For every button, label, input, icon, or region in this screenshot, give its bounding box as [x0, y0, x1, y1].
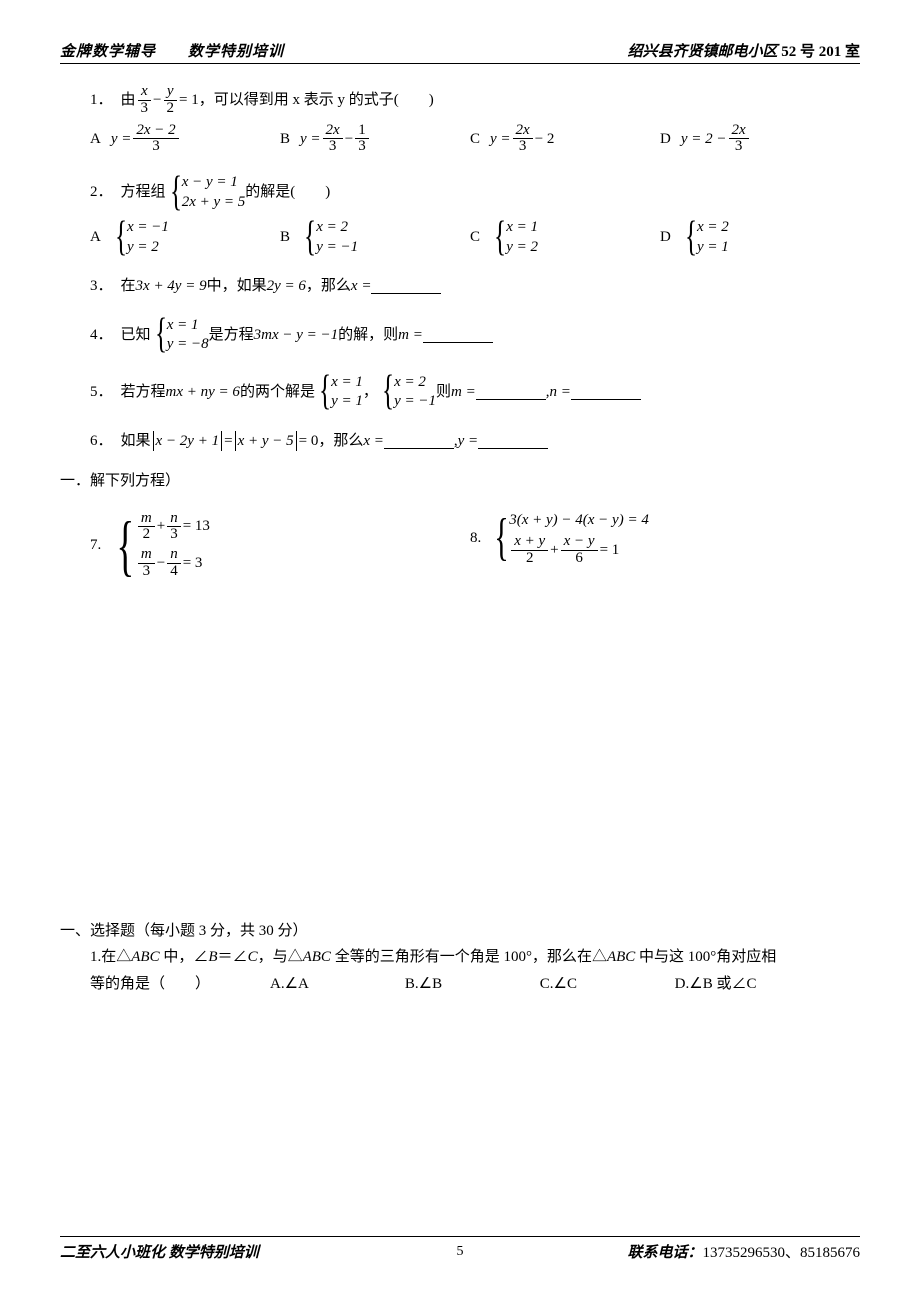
- q2-option-d: D { x = 2 y = 1: [660, 218, 850, 257]
- q5-number: 5．: [90, 381, 113, 404]
- question-8: 8. { 3(x + y) − 4(x − y) = 4 x + y2 + x …: [470, 511, 850, 567]
- q7-number: 7.: [90, 534, 101, 557]
- page-footer: 二至六人小班化 数学特别培训 5 联系电话：13735296530、851856…: [60, 1236, 860, 1262]
- q4-number: 4．: [90, 324, 113, 347]
- q2-option-a: A { x = −1 y = 2: [90, 218, 280, 257]
- q2-option-c: C { x = 1 y = 2: [470, 218, 660, 257]
- q2-number: 2．: [90, 181, 113, 204]
- header-right: 绍兴县齐贤镇邮电小区 52 号 201 室: [627, 40, 860, 61]
- q2-options: A { x = −1 y = 2 B { x = 2 y = −1 C {: [90, 218, 850, 257]
- question-7: 7. { m2 + n3 = 13 m3 − n4: [90, 511, 470, 580]
- footer-page-number: 5: [457, 1244, 464, 1260]
- section1-heading: 一．解下列方程）: [60, 470, 850, 493]
- q2-option-b: B { x = 2 y = −1: [280, 218, 470, 257]
- q1-options: A y = 2x − 23 B y = 2x3 − 13 C y = 2x3 −…: [90, 123, 850, 156]
- section-2: 一、选择题（每小题 3 分，共 30 分） 1.在△ABC 中，∠B＝∠C，与△…: [60, 920, 850, 996]
- q3-number: 3．: [90, 275, 113, 298]
- q6-blank-x: [384, 433, 454, 449]
- section2-q1-line2: 等的角是（ ） A.∠A B.∠B C.∠C D.∠B 或∠C: [60, 973, 850, 996]
- q1-option-c: C y = 2x3 − 2: [470, 123, 660, 156]
- question-4: 4． 已知 { x = 1 y = −8 是方程 3mx − y = −1 的解…: [90, 316, 850, 355]
- q1-number: 1．: [90, 89, 113, 112]
- question-5: 5． 若方程 mx + ny = 6 的两个解是 { x = 1 y = 1 ，…: [90, 373, 850, 412]
- q1-option-b: B y = 2x3 − 13: [280, 123, 470, 156]
- q1-option-d: D y = 2 − 2x3: [660, 123, 850, 156]
- q6-number: 6．: [90, 430, 113, 453]
- question-6: 6． 如果 x − 2y + 1 = x + y − 5 = 0 ，那么 x =…: [90, 430, 850, 453]
- q5-blank-m: [476, 384, 546, 400]
- footer-left: 二至六人小班化 数学特别培训: [60, 1241, 259, 1262]
- section2-heading: 一、选择题（每小题 3 分，共 30 分）: [60, 920, 850, 943]
- q7-q8-row: 7. { m2 + n3 = 13 m3 − n4: [90, 511, 850, 580]
- q5-blank-n: [571, 384, 641, 400]
- header-left: 金牌数学辅导 数学特别培训: [60, 40, 284, 61]
- q3-blank: [371, 278, 441, 294]
- page-header: 金牌数学辅导 数学特别培训 绍兴县齐贤镇邮电小区 52 号 201 室: [60, 40, 860, 64]
- footer-right: 联系电话：13735296530、85185676: [627, 1241, 860, 1262]
- question-2: 2． 方程组 { x − y = 1 2x + y = 5 的解是( ) A {…: [90, 173, 850, 257]
- q4-blank: [423, 327, 493, 343]
- content-area: 1． 由 x3 − y2 = 1 ，可以得到用 x 表示 y 的式子( ) A …: [60, 84, 860, 995]
- question-3: 3． 在 3x + 4y = 9 中，如果 2y = 6 ，那么 x =: [90, 275, 850, 298]
- q6-blank-y: [478, 433, 548, 449]
- question-1: 1． 由 x3 − y2 = 1 ，可以得到用 x 表示 y 的式子( ) A …: [90, 84, 850, 155]
- q1-option-a: A y = 2x − 23: [90, 123, 280, 156]
- section2-q1: 1.在△ABC 中，∠B＝∠C，与△ABC 全等的三角形有一个角是 100°，那…: [60, 946, 850, 969]
- q8-number: 8.: [470, 527, 481, 550]
